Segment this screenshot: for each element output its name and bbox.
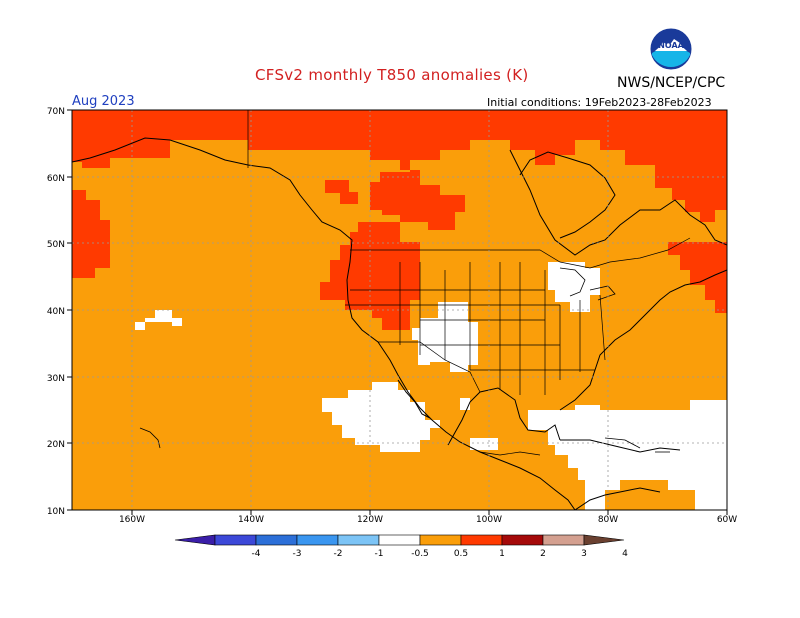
lat-label-20n: 20N [47, 440, 65, 450]
colorbar: -4 -3 -2 -1 -0.5 0.5 1 2 3 4 [174, 534, 628, 559]
colorbar-label: -0.5 [411, 549, 429, 559]
lon-label-160w: 160W [119, 515, 145, 525]
colorbar-label: 3 [581, 549, 587, 559]
colorbar-swatch [296, 534, 339, 546]
lakes [139, 267, 670, 453]
colorbar-high-arrow [583, 534, 625, 546]
colorbar-label: 4 [622, 549, 628, 559]
gridlines [72, 110, 727, 510]
colorbar-swatch [460, 534, 503, 546]
colorbar-label: 2 [540, 549, 546, 559]
lon-label-140w: 140W [238, 515, 264, 525]
lat-label-50n: 50N [47, 240, 65, 250]
colorbar-swatch [214, 534, 257, 546]
coastlines [71, 137, 728, 511]
colorbar-swatch [501, 534, 544, 546]
colorbar-label: 0.5 [454, 549, 468, 559]
lat-label-30n: 30N [47, 374, 65, 384]
noaa-logo: NOAA [649, 27, 693, 71]
colorbar-swatch [542, 534, 585, 546]
agency-label: NWS/NCEP/CPC [617, 75, 726, 91]
lat-label-70n: 70N [47, 107, 65, 117]
colorbar-label: -4 [252, 549, 261, 559]
colorbar-swatch [337, 534, 380, 546]
lon-label-80w: 80W [598, 515, 618, 525]
colorbar-label: -3 [293, 549, 302, 559]
lat-label-60n: 60N [47, 174, 65, 184]
colorbar-label: -1 [375, 549, 384, 559]
colorbar-label: -2 [334, 549, 343, 559]
colorbar-label: 1 [499, 549, 505, 559]
initial-conditions: Initial conditions: 19Feb2023-28Feb2023 [487, 96, 712, 109]
colorbar-swatch [419, 534, 462, 546]
borders [247, 110, 691, 456]
lon-label-100w: 100W [476, 515, 502, 525]
neutral-regions [135, 262, 727, 510]
ticks [67, 109, 728, 515]
lon-label-120w: 120W [357, 515, 383, 525]
colorbar-swatch [255, 534, 298, 546]
colorbar-swatch [378, 534, 421, 546]
lon-label-60w: 60W [717, 515, 737, 525]
lat-label-10n: 10N [47, 507, 65, 517]
colorbar-low-arrow [174, 534, 216, 546]
forecast-month: Aug 2023 [72, 94, 135, 109]
chart-title: CFSv2 monthly T850 anomalies (K) [255, 66, 529, 84]
lat-label-40n: 40N [47, 307, 65, 317]
noaa-logo-text: NOAA [658, 41, 684, 50]
